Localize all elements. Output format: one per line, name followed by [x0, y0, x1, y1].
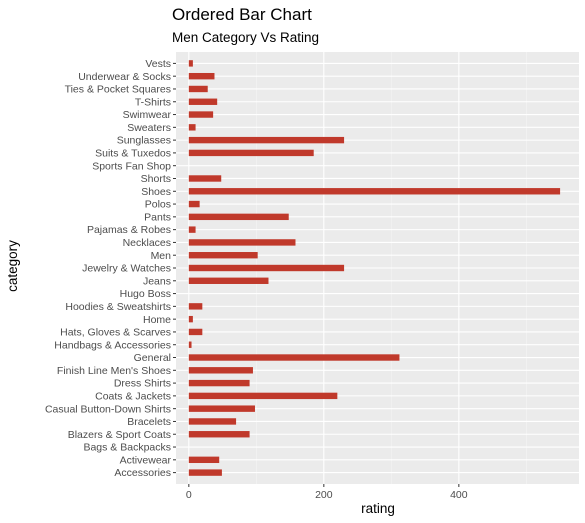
bar: [188, 200, 200, 208]
bar: [188, 239, 296, 246]
y-tick-label: Hoodies & Sweatshirts: [65, 301, 171, 313]
bar: [188, 405, 255, 412]
bar: [188, 98, 218, 105]
bar: [188, 328, 203, 336]
y-tick-label: Ties & Pocket Squares: [65, 84, 171, 96]
x-tick-label: 0: [186, 489, 192, 501]
bar: [188, 392, 338, 400]
bar: [188, 264, 345, 272]
y-axis-title: category: [5, 240, 20, 292]
bar: [188, 175, 222, 182]
y-tick-label: Casual Button-Down Shirts: [45, 403, 171, 415]
y-tick-label: Finish Line Men's Shoes: [57, 365, 171, 377]
y-tick-label: Necklaces: [123, 237, 171, 249]
y-tick-label: Shorts: [141, 173, 171, 185]
bar: [188, 60, 193, 67]
bar: [188, 418, 237, 425]
bar: [188, 188, 561, 195]
y-tick-label: Handbags & Accessories: [54, 339, 171, 351]
y-tick-label: Hugo Boss: [120, 288, 171, 300]
bar: [188, 277, 269, 284]
y-tick-label: T-Shirts: [135, 96, 171, 108]
y-tick-label: Jeans: [143, 275, 171, 287]
x-axis-title: rating: [361, 501, 395, 516]
y-tick-label: Coats & Jackets: [95, 390, 171, 402]
y-tick-label: Jewelry & Watches: [82, 263, 171, 275]
y-tick-label: Vests: [145, 58, 171, 70]
y-tick-label: Home: [143, 314, 171, 326]
y-tick-label: Dress Shirts: [114, 378, 171, 390]
y-tick-label: Sports Fan Shop: [92, 160, 171, 172]
y-tick-label: Men: [151, 250, 172, 262]
bars: [188, 60, 561, 476]
chart-title: Ordered Bar Chart: [172, 5, 312, 24]
bar: [188, 431, 250, 438]
x-tick-label: 200: [315, 489, 333, 501]
bar: [188, 252, 258, 259]
grid-lines: [176, 52, 579, 484]
bar: [188, 149, 314, 157]
y-tick-label: Swimwear: [123, 109, 172, 121]
y-tick-label: Sweaters: [127, 122, 171, 134]
y-tick-label: Pajamas & Robes: [87, 224, 171, 236]
bar: [188, 379, 250, 387]
bar: [188, 303, 203, 310]
y-tick-label: General: [134, 352, 171, 364]
y-tick-label: Activewear: [120, 454, 172, 466]
y-tick-label: Pants: [144, 211, 171, 223]
y-tick-label: Bracelets: [127, 416, 171, 428]
bar: [188, 341, 192, 348]
bar: [188, 72, 215, 80]
y-tick-label: Sunglasses: [117, 135, 171, 147]
y-tick-label: Polos: [145, 199, 171, 211]
bar: [188, 213, 289, 221]
x-axis: 0 200 400: [186, 484, 468, 501]
bar: [188, 469, 222, 476]
bar: [188, 226, 196, 233]
bar: [188, 354, 400, 361]
x-tick-label: 400: [450, 489, 468, 501]
bar: [188, 124, 196, 131]
y-tick-label: Underwear & Socks: [78, 71, 171, 83]
y-tick-label: Shoes: [141, 186, 171, 198]
y-tick-label: Blazers & Sport Coats: [68, 429, 171, 441]
bar: [188, 315, 193, 323]
bar: [188, 136, 345, 144]
bar: [188, 85, 208, 93]
bar: [188, 111, 214, 118]
y-tick-label: Hats, Gloves & Scarves: [60, 327, 171, 339]
y-tick-label: Bags & Backpacks: [83, 442, 171, 454]
y-tick-label: Accessories: [114, 467, 171, 479]
y-tick-label: Suits & Tuxedos: [95, 148, 171, 160]
bar: [188, 456, 220, 464]
chart-subtitle: Men Category Vs Rating: [172, 30, 319, 45]
bar: [188, 367, 253, 374]
